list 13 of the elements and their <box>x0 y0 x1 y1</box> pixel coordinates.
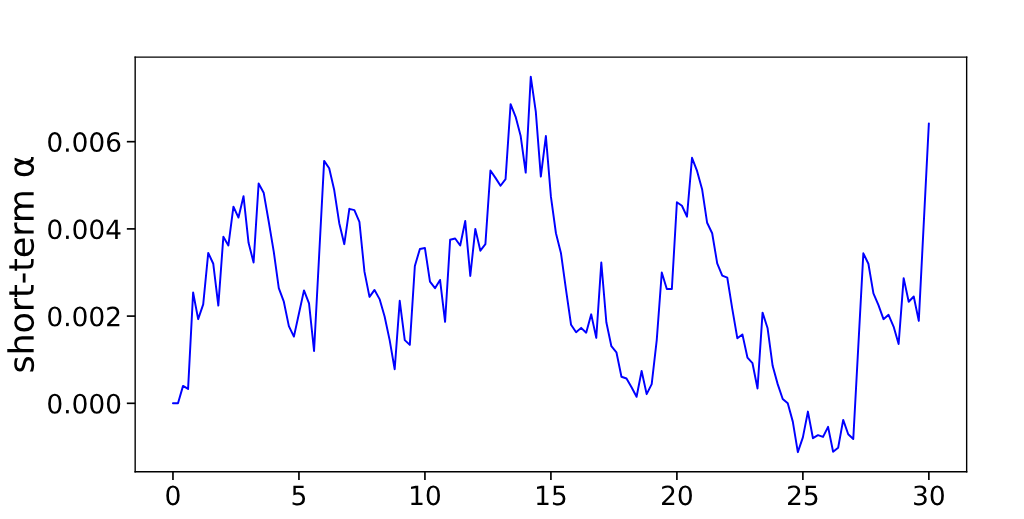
y-axis-title: short-term α <box>7 157 35 372</box>
y-tick-label: 0.002 <box>48 306 120 327</box>
x-tick-label: 30 <box>914 485 944 506</box>
x-tick-label: 25 <box>788 485 818 506</box>
y-tick-label: 0.000 <box>48 393 121 414</box>
x-tick-label: 0 <box>166 485 180 506</box>
x-tick-label: 20 <box>662 485 692 506</box>
x-tick-label: 10 <box>411 485 440 506</box>
x-tick-label: 15 <box>537 485 566 506</box>
y-tick-label: 0.004 <box>48 219 121 240</box>
y-tick-label: 0.006 <box>48 132 121 153</box>
x-tick-label: 5 <box>292 485 306 506</box>
line-series <box>171 75 930 454</box>
